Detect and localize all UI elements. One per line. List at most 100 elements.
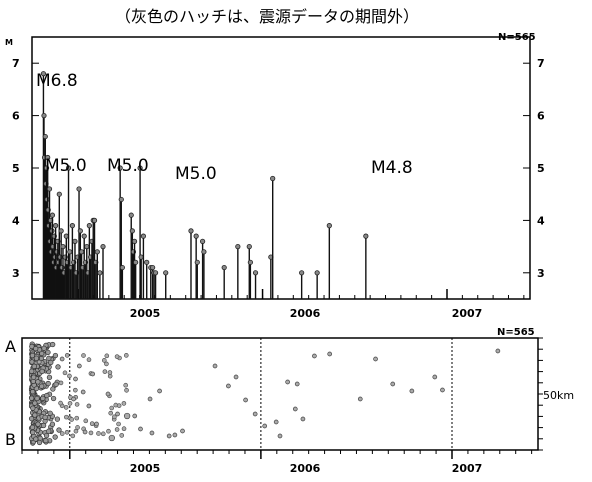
hypocenter-point	[180, 428, 185, 434]
hypocenter-point	[147, 396, 153, 402]
hypocenter-point	[36, 359, 42, 365]
hypocenter-point	[58, 400, 63, 406]
space-time-chart: N=565 A B 50km 2005 2006 2007	[5, 327, 574, 475]
event-marker	[84, 244, 90, 250]
hypocenter-point	[116, 403, 122, 408]
hypocenter-point	[34, 395, 40, 402]
event-marker	[77, 228, 83, 234]
hypocenter-point	[86, 403, 92, 409]
hypocenter-point	[29, 359, 35, 365]
hypocenter-point	[74, 402, 80, 407]
year-label: 2007	[452, 462, 483, 475]
hypocenter-point	[42, 414, 48, 421]
hypocenter-point	[46, 428, 52, 434]
magnitude-annotation: M5.0	[107, 156, 149, 176]
event-marker	[200, 238, 206, 244]
hypocenter-point	[273, 419, 279, 425]
event-marker	[129, 228, 135, 234]
hypocenter-point	[124, 388, 129, 393]
hypocenter-point	[70, 433, 76, 439]
event-marker	[58, 228, 64, 234]
hypocenter-point	[109, 405, 115, 411]
hypocenter-point	[166, 433, 172, 439]
hypocenter-point	[300, 416, 306, 422]
hypocenter-point	[39, 368, 45, 375]
hypocenter-point	[48, 359, 54, 366]
hypocenter-point	[100, 431, 106, 437]
hypocenter-point	[106, 428, 111, 434]
year-label: 2006	[290, 307, 321, 320]
hypocenter-point	[123, 382, 129, 388]
hypocenter-point	[33, 355, 40, 361]
hypocenter-point	[28, 415, 35, 422]
event-marker	[42, 133, 48, 140]
y-tick-label-left: 6	[12, 110, 20, 123]
hypocenter-point	[58, 380, 64, 386]
event-marker	[100, 244, 106, 250]
hypocenter-point	[312, 353, 317, 359]
hypocenter-point	[105, 391, 111, 397]
magnitude-annotation: M6.8	[36, 71, 78, 91]
hypocenter-point	[75, 425, 80, 430]
axis-label-b: B	[5, 430, 16, 449]
hypocenter-point	[73, 387, 78, 393]
hypocenter-point	[124, 353, 129, 358]
hypocenter-point	[36, 439, 43, 446]
event-marker	[65, 165, 72, 171]
hypocenter-point	[35, 379, 41, 385]
hypocenter-point	[43, 437, 49, 444]
event-marker	[314, 270, 320, 276]
hypocenter-point	[59, 431, 65, 436]
hypocenter-point	[102, 369, 108, 374]
hypocenter-point	[212, 363, 218, 369]
hypocenter-point	[114, 427, 120, 432]
event-marker	[194, 259, 200, 265]
hypocenter-point	[226, 383, 231, 389]
top-n-label: N=565	[498, 32, 536, 43]
event-marker	[252, 270, 259, 276]
hypocenter-point	[35, 421, 41, 427]
event-marker	[97, 270, 103, 276]
hypocenter-point	[29, 424, 36, 430]
event-marker	[201, 249, 207, 255]
y-tick-label-right: 4	[537, 214, 545, 227]
hypocenter-point	[50, 341, 56, 348]
hypocenter-point	[292, 406, 298, 412]
hypocenter-point	[44, 392, 50, 399]
hypocenter-point	[47, 410, 53, 416]
event-marker	[188, 228, 194, 234]
event-marker	[86, 223, 92, 229]
hypocenter-point	[59, 356, 65, 362]
hypocenter-point	[50, 395, 57, 402]
y-tick-label-right: 6	[537, 110, 545, 123]
hypocenter-point	[52, 434, 58, 440]
hypocenter-point	[69, 417, 74, 422]
y-tick-label-left: 3	[12, 267, 20, 280]
event-marker	[150, 264, 156, 271]
hypocenter-point	[63, 405, 69, 410]
hypocenter-point	[80, 389, 86, 395]
hypocenter-point	[101, 358, 107, 363]
hypocenter-point	[115, 411, 120, 417]
hypocenter-point	[32, 400, 38, 406]
event-marker	[94, 249, 100, 255]
event-marker	[246, 244, 252, 250]
hypocenter-point	[121, 401, 127, 406]
hypocenter-point	[121, 426, 127, 432]
hypocenter-point	[88, 430, 94, 436]
hypocenter-point	[55, 364, 61, 370]
hypocenter-point	[104, 353, 110, 359]
hypocenter-point	[107, 370, 113, 375]
event-marker	[299, 270, 305, 276]
y-tick-label-left: 5	[12, 162, 20, 175]
hypocenter-point	[390, 381, 396, 387]
hypocenter-point	[112, 414, 117, 420]
event-marker	[49, 212, 56, 218]
hypocenter-point	[54, 416, 61, 422]
hypocenter-point	[409, 388, 415, 394]
hypocenter-point	[81, 353, 86, 358]
hypocenter-point	[74, 415, 80, 421]
hypocenter-point	[30, 389, 36, 395]
hypocenter-point	[104, 361, 109, 367]
